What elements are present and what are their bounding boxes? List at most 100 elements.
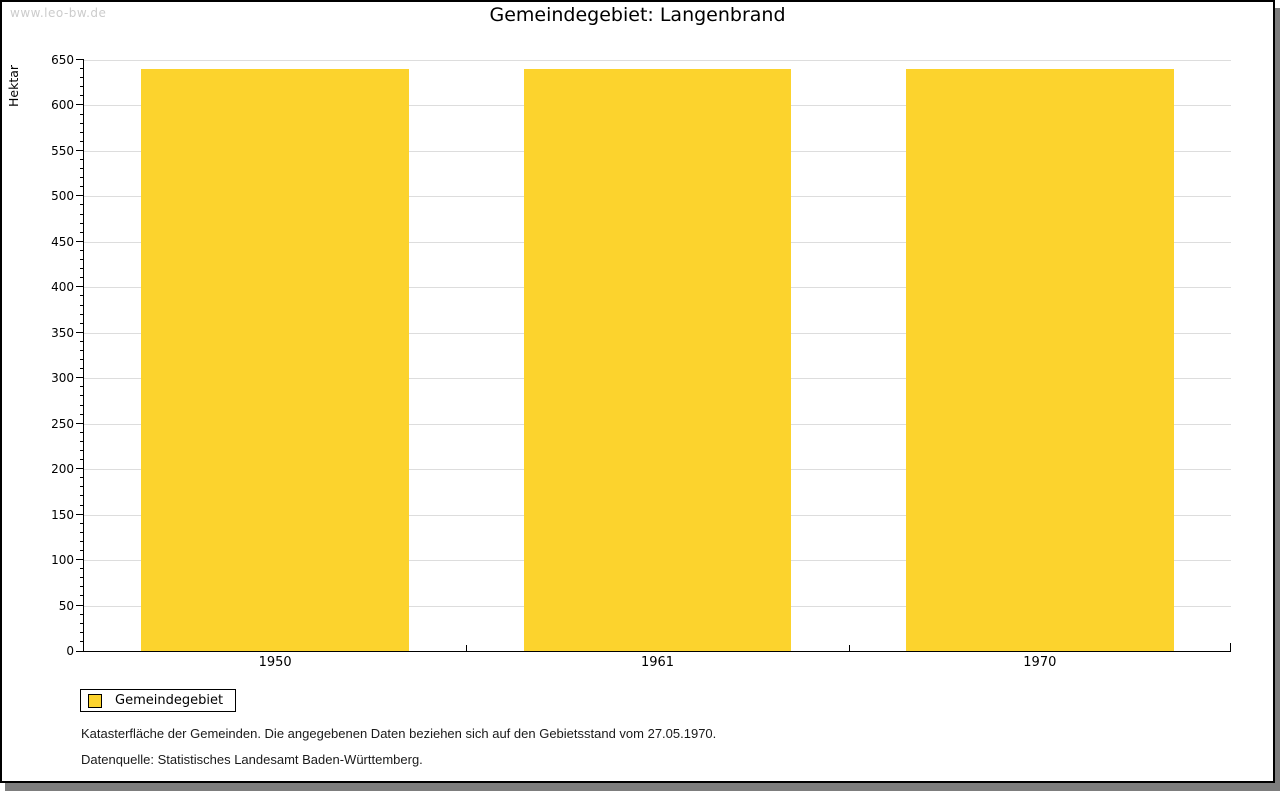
y-tick-label: 350 bbox=[51, 325, 74, 340]
y-minor-tick bbox=[80, 440, 84, 442]
y-minor-tick bbox=[80, 231, 84, 233]
bar bbox=[523, 69, 792, 651]
y-minor-tick bbox=[80, 368, 84, 370]
y-major-tick bbox=[76, 286, 84, 288]
y-minor-tick bbox=[80, 531, 84, 533]
chart-title: Gemeindegebiet: Langenbrand bbox=[489, 4, 786, 26]
y-tick-label: 550 bbox=[51, 143, 74, 158]
y-minor-tick bbox=[80, 113, 84, 115]
y-minor-tick bbox=[80, 122, 84, 124]
y-minor-tick bbox=[80, 268, 84, 270]
y-minor-tick bbox=[80, 586, 84, 588]
y-tick-label: 150 bbox=[51, 507, 74, 522]
y-minor-tick bbox=[80, 249, 84, 251]
y-tick-label: 400 bbox=[51, 280, 74, 295]
y-minor-tick bbox=[80, 259, 84, 261]
y-major-tick bbox=[76, 149, 84, 151]
y-major-tick bbox=[76, 240, 84, 242]
y-tick-label: 200 bbox=[51, 462, 74, 477]
y-major-tick bbox=[76, 377, 84, 379]
y-major-tick bbox=[76, 513, 84, 515]
y-minor-tick bbox=[80, 449, 84, 451]
y-axis-label: Hektar bbox=[6, 64, 21, 107]
legend-swatch bbox=[88, 693, 102, 708]
y-tick-label: 500 bbox=[51, 189, 74, 204]
y-minor-tick bbox=[80, 86, 84, 88]
y-major-tick bbox=[76, 195, 84, 197]
y-minor-tick bbox=[80, 568, 84, 570]
y-minor-tick bbox=[80, 495, 84, 497]
y-tick-label: 450 bbox=[51, 234, 74, 249]
y-major-tick bbox=[76, 331, 84, 333]
y-minor-tick bbox=[80, 322, 84, 324]
y-minor-tick bbox=[80, 577, 84, 579]
y-minor-tick bbox=[80, 540, 84, 542]
y-tick-label: 250 bbox=[51, 416, 74, 431]
y-major-tick bbox=[76, 604, 84, 606]
y-minor-tick bbox=[80, 140, 84, 142]
y-tick-label: 100 bbox=[51, 553, 74, 568]
plot-area: 0 50 100 150 200 250 300 350 400 450 500 550 600 650 1… bbox=[51, 53, 1231, 670]
footnote-line-1: Katasterfläche der Gemeinden. Die angege… bbox=[81, 726, 717, 741]
y-major-tick bbox=[76, 422, 84, 424]
y-minor-tick bbox=[80, 204, 84, 206]
y-minor-tick bbox=[80, 340, 84, 342]
y-minor-tick bbox=[80, 386, 84, 388]
y-minor-tick bbox=[80, 413, 84, 415]
y-minor-tick bbox=[80, 477, 84, 479]
x-boundary-tick bbox=[848, 645, 850, 651]
y-minor-tick bbox=[80, 522, 84, 524]
y-minor-tick bbox=[80, 295, 84, 297]
y-minor-tick bbox=[80, 304, 84, 306]
x-boundary-tick bbox=[466, 645, 468, 651]
legend-label: Gemeindegebiet bbox=[115, 693, 224, 708]
footnote-line-2: Datenquelle: Statistisches Landesamt Bad… bbox=[81, 752, 423, 767]
y-minor-tick bbox=[80, 595, 84, 597]
y-major-tick bbox=[76, 559, 84, 561]
y-minor-tick bbox=[80, 504, 84, 506]
y-minor-tick bbox=[80, 359, 84, 361]
legend: Gemeindegebiet bbox=[80, 689, 237, 712]
y-minor-tick bbox=[80, 431, 84, 433]
y-minor-tick bbox=[80, 277, 84, 279]
y-tick-label: 0 bbox=[66, 644, 74, 658]
y-tick-label: 50 bbox=[58, 598, 74, 613]
y-minor-tick bbox=[80, 168, 84, 170]
y-minor-tick bbox=[80, 640, 84, 642]
x-tick-label: 1970 bbox=[1023, 655, 1057, 670]
bar bbox=[141, 69, 409, 651]
x-tick-label: 1961 bbox=[640, 655, 675, 670]
y-major-tick bbox=[76, 59, 84, 60]
y-minor-tick bbox=[80, 186, 84, 188]
y-tick-label: 600 bbox=[51, 98, 74, 113]
y-minor-tick bbox=[80, 68, 84, 70]
y-tick-label: 300 bbox=[51, 371, 74, 386]
y-minor-tick bbox=[80, 95, 84, 97]
y-major-tick bbox=[76, 104, 84, 106]
y-minor-tick bbox=[80, 349, 84, 351]
bar bbox=[906, 69, 1174, 651]
x-axis-end-tick bbox=[1230, 643, 1231, 651]
watermark: www.leo-bw.de bbox=[10, 6, 107, 20]
y-minor-tick bbox=[80, 177, 84, 179]
y-minor-tick bbox=[80, 550, 84, 551]
y-minor-tick bbox=[80, 222, 84, 224]
y-minor-tick bbox=[80, 622, 84, 624]
y-minor-tick bbox=[80, 77, 84, 79]
y-minor-tick bbox=[80, 395, 84, 397]
y-minor-tick bbox=[80, 631, 84, 633]
y-gridline bbox=[84, 60, 1231, 61]
y-tick-label: 650 bbox=[51, 53, 74, 67]
y-minor-tick bbox=[80, 159, 84, 161]
y-major-tick bbox=[76, 651, 84, 652]
y-minor-tick bbox=[80, 213, 84, 215]
y-minor-tick bbox=[80, 613, 84, 615]
y-minor-tick bbox=[80, 131, 84, 133]
y-major-tick bbox=[76, 468, 84, 470]
y-minor-tick bbox=[80, 459, 84, 461]
y-minor-tick bbox=[80, 486, 84, 488]
x-tick-label: 1950 bbox=[258, 655, 292, 670]
y-minor-tick bbox=[80, 404, 84, 406]
y-minor-tick bbox=[80, 313, 84, 315]
